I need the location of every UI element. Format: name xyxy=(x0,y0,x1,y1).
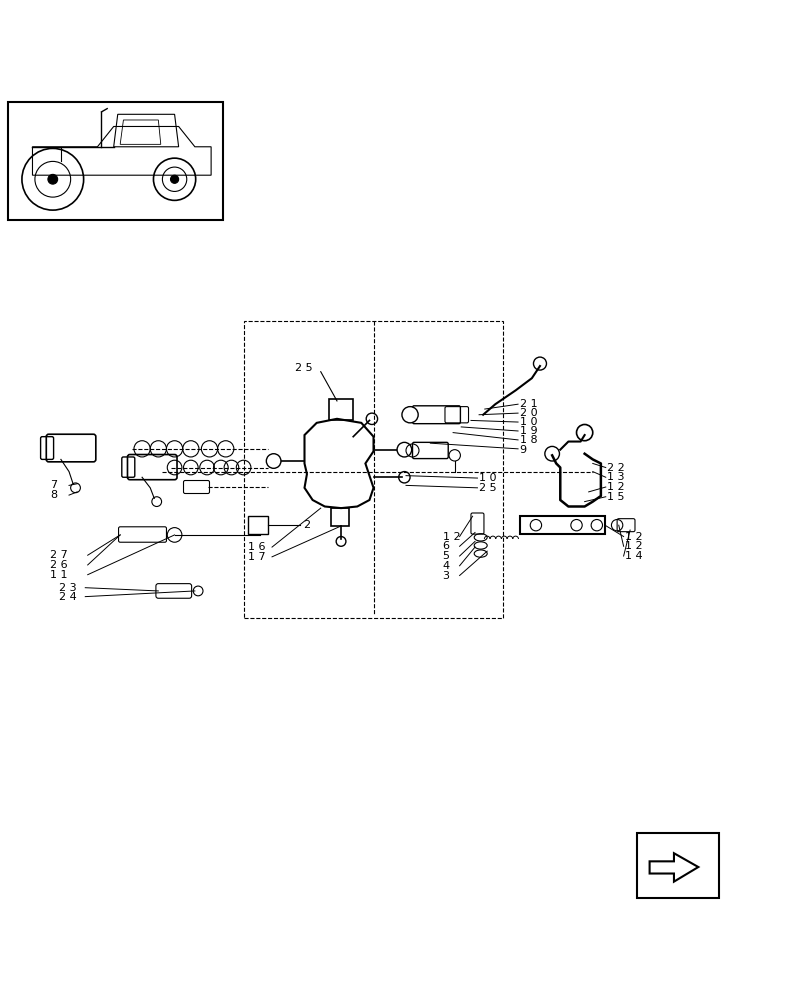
Text: 2 1: 2 1 xyxy=(519,399,537,409)
Text: 1 8: 1 8 xyxy=(519,435,537,445)
Text: 1 2: 1 2 xyxy=(624,532,642,542)
Text: 2: 2 xyxy=(303,520,310,530)
Bar xyxy=(637,833,718,898)
Circle shape xyxy=(48,174,58,184)
Text: 1 0: 1 0 xyxy=(478,473,496,483)
Text: 2 5: 2 5 xyxy=(478,483,496,493)
Circle shape xyxy=(170,175,178,183)
Text: 2 4: 2 4 xyxy=(59,592,77,602)
Circle shape xyxy=(266,454,281,468)
Text: 1 2: 1 2 xyxy=(624,541,642,551)
Text: 9: 9 xyxy=(519,445,526,455)
Text: 2 7: 2 7 xyxy=(50,550,68,560)
Text: 1 6: 1 6 xyxy=(247,542,265,552)
Text: 1 2: 1 2 xyxy=(607,482,624,492)
Bar xyxy=(8,102,223,220)
Text: 3: 3 xyxy=(442,571,449,581)
Text: 2 3: 2 3 xyxy=(59,583,77,593)
Text: 1 5: 1 5 xyxy=(607,492,624,502)
Text: 5: 5 xyxy=(442,551,449,561)
Text: 2 2: 2 2 xyxy=(607,463,624,473)
Text: 1 1: 1 1 xyxy=(50,570,68,580)
Bar xyxy=(247,516,268,534)
Circle shape xyxy=(401,407,418,423)
Text: 2 5: 2 5 xyxy=(294,363,312,373)
Text: 7: 7 xyxy=(50,480,58,490)
Text: 1 7: 1 7 xyxy=(247,552,265,562)
Text: 1 3: 1 3 xyxy=(607,472,624,482)
Text: 1 4: 1 4 xyxy=(624,551,642,561)
Text: 1 0: 1 0 xyxy=(519,417,537,427)
Text: 4: 4 xyxy=(442,561,449,571)
Text: 1 9: 1 9 xyxy=(519,426,537,436)
Text: 6: 6 xyxy=(442,541,449,551)
Text: 8: 8 xyxy=(50,490,58,500)
Circle shape xyxy=(397,442,411,457)
Text: 2 6: 2 6 xyxy=(50,560,68,570)
Text: 2 0: 2 0 xyxy=(519,408,537,418)
Text: 1 2: 1 2 xyxy=(442,532,460,542)
